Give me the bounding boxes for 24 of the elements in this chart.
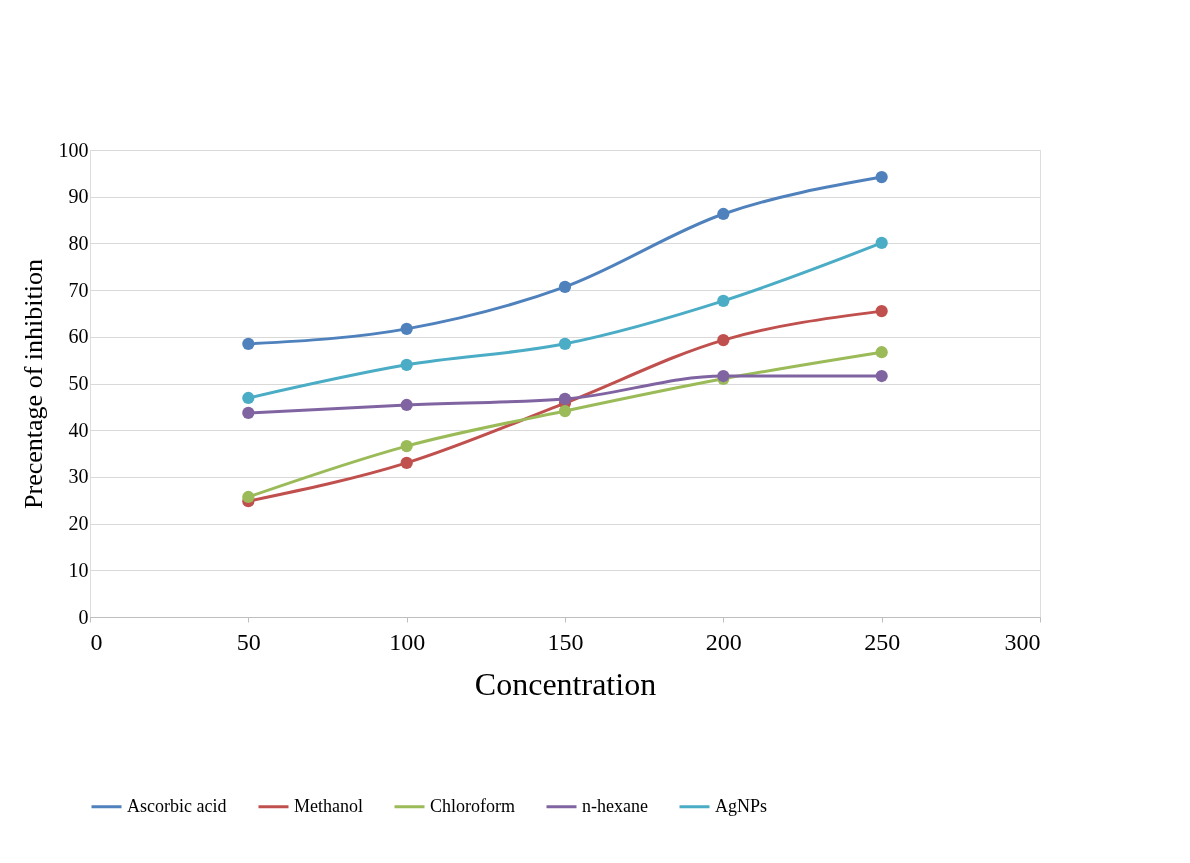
x-tick-label: 300 [1004,628,1041,655]
x-tick-label: 50 [236,628,261,655]
y-tick-label: 50 [68,372,89,394]
legend-label: Chloroform [430,795,515,816]
x-tick-label: 250 [864,628,901,655]
y-tick-label: 60 [68,325,89,348]
x-tick-label: 150 [547,628,584,655]
y-tick-label: 30 [68,465,89,488]
y-tick-label: 80 [68,231,89,254]
y-tick-label: 40 [68,418,89,441]
y-tick-label: 0 [78,605,89,628]
legend-label: n-hexane [582,795,648,816]
x-axis-title: Concentration [474,665,657,702]
legend-label: Ascorbic acid [127,795,227,816]
x-tick-label: 200 [705,628,742,655]
y-tick-label: 20 [68,512,89,535]
x-tick-label: 100 [389,628,426,655]
legend-label: AgNPs [715,795,768,816]
y-tick-label: 70 [68,278,89,301]
y-tick-label: 100 [58,138,89,161]
y-tick-label: 90 [68,185,89,208]
y-tick-label: 10 [68,558,89,581]
y-axis-title: Precentage of inhibition [18,259,48,509]
legend-label: Methanol [294,795,363,816]
